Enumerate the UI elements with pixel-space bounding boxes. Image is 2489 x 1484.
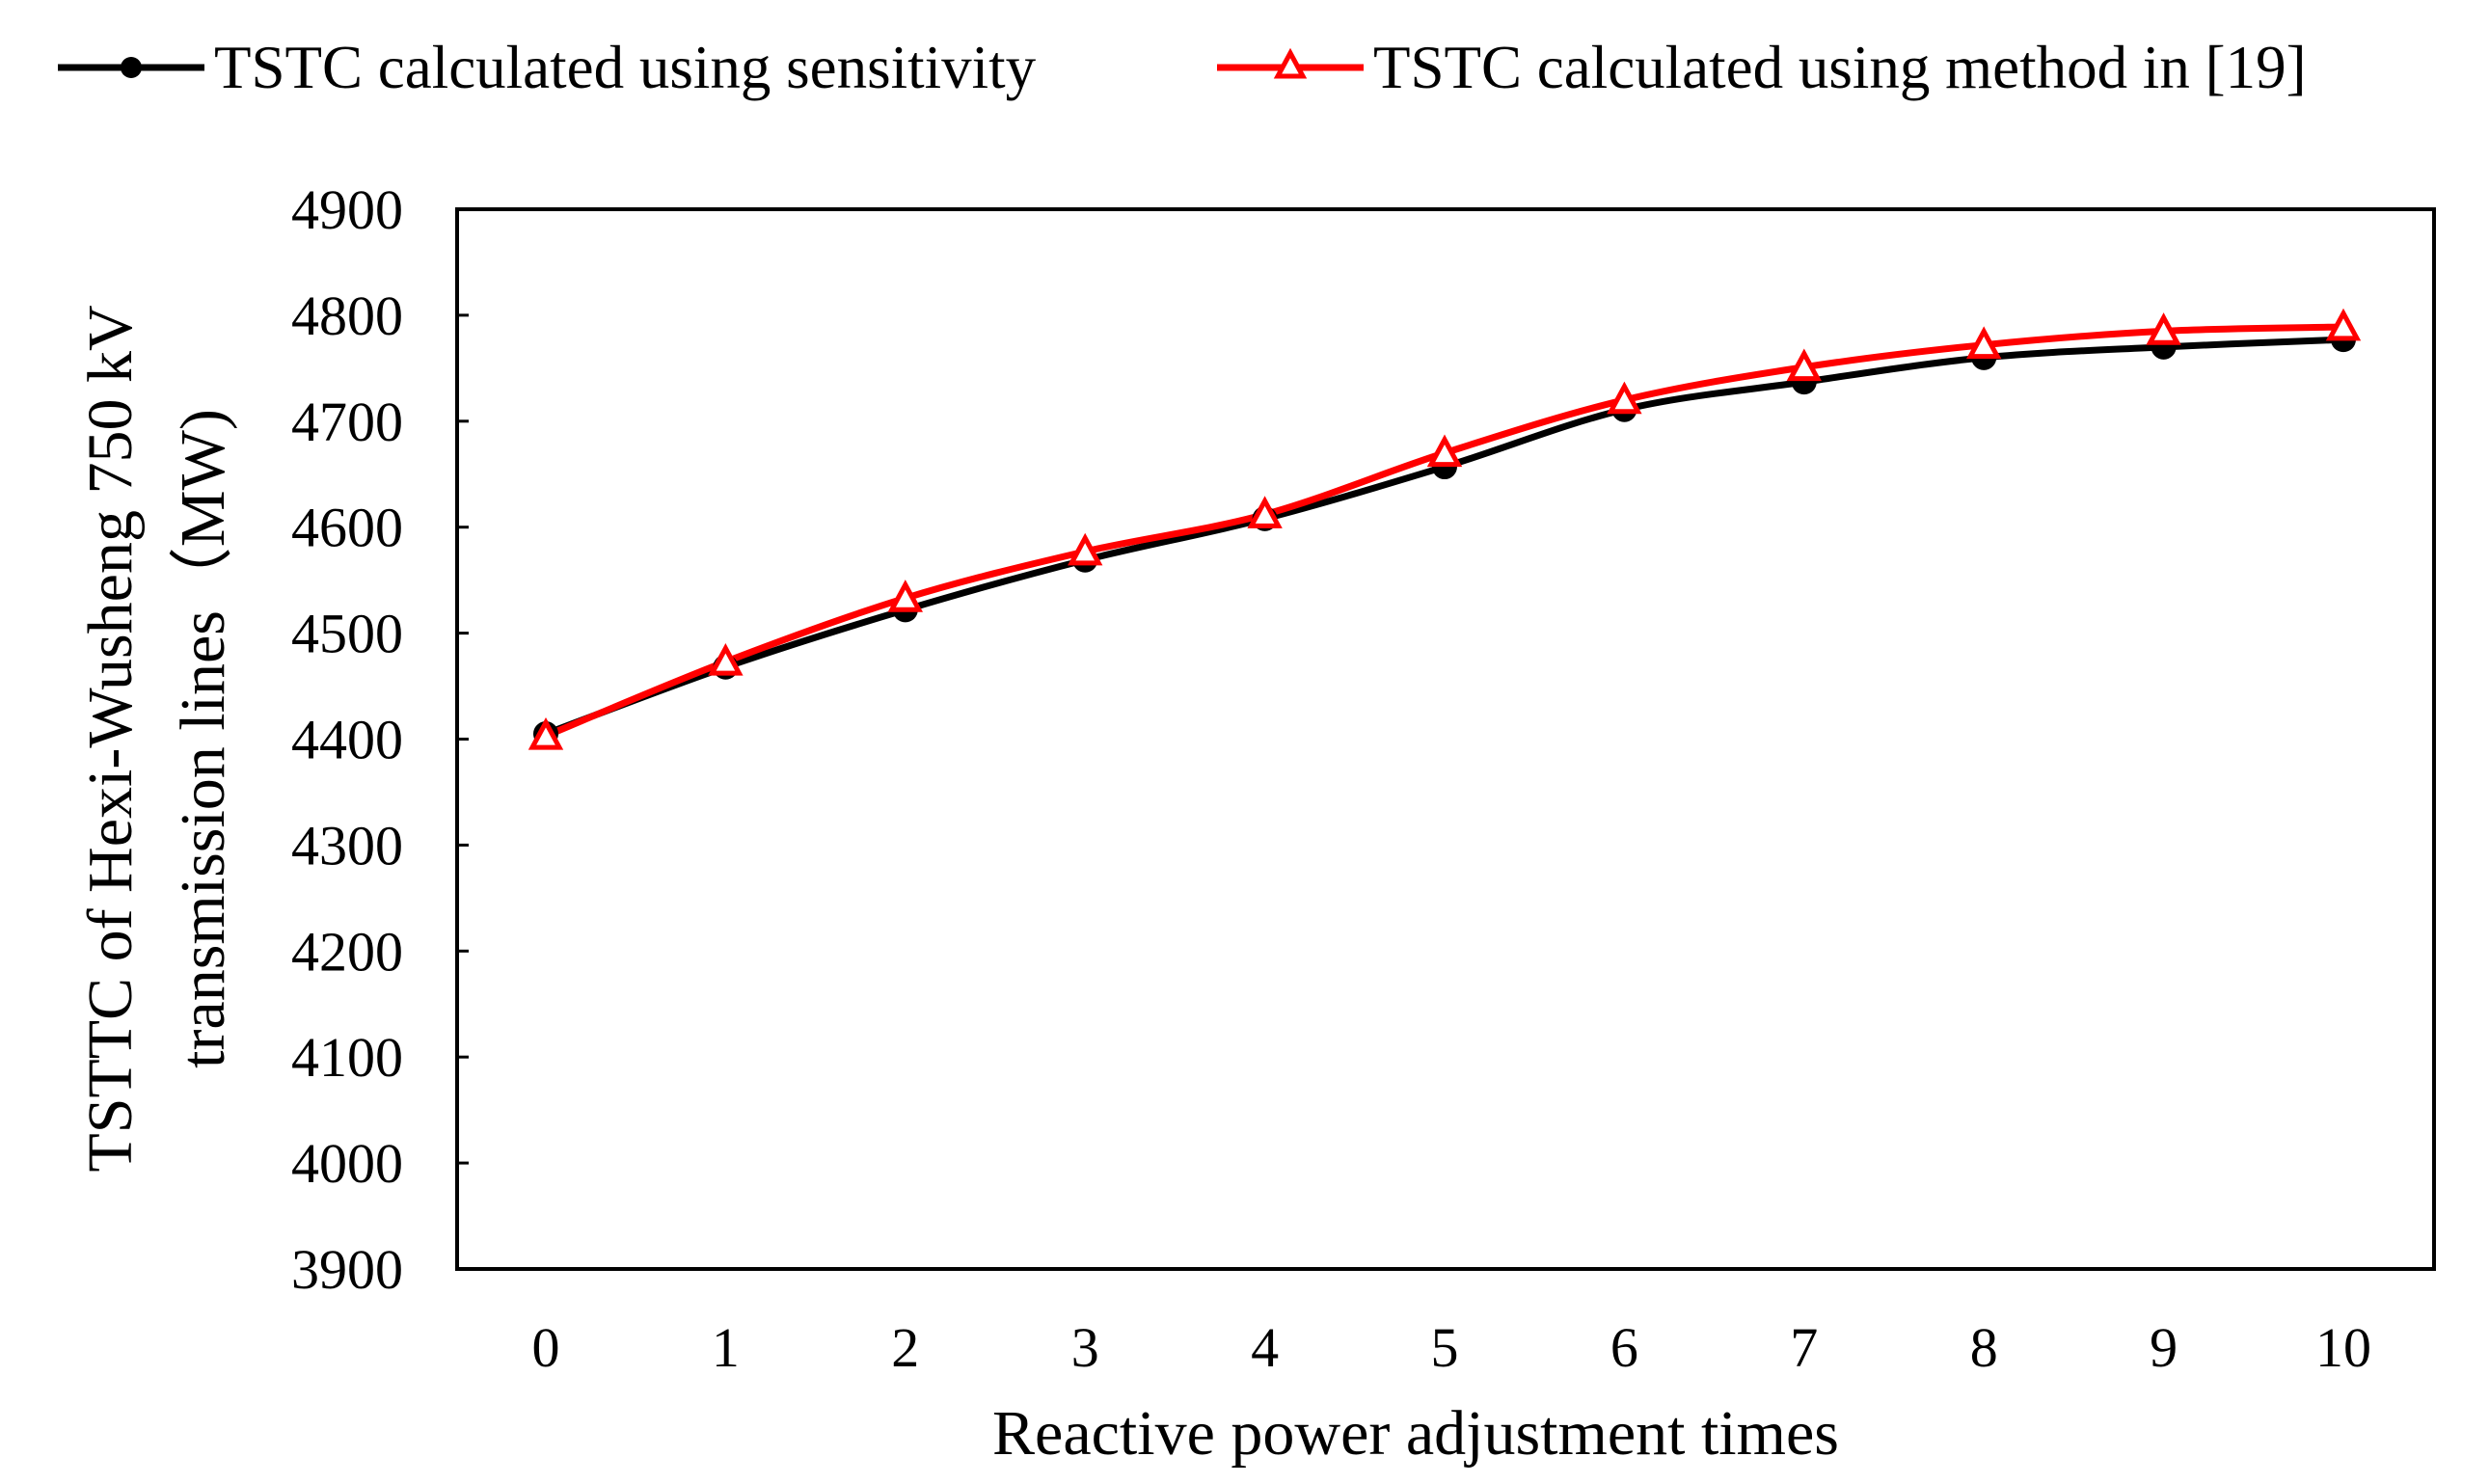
legend-label-method: TSTC calculated using method in [19] bbox=[1373, 34, 2307, 101]
y-axis-ticks: 3900 4000 4100 4200 4300 4400 4500 4600 4700 4800… bbox=[291, 178, 469, 1301]
x-axis-title: Reactive power adjustment times bbox=[992, 1398, 1839, 1469]
y-axis-title: TSTTC of Hexi-Wusheng 750 kV transmissio… bbox=[75, 305, 238, 1172]
x-tick-label: 2 bbox=[891, 1316, 919, 1379]
data-point-method bbox=[2146, 312, 2181, 345]
y-axis-title-line1: TSTTC of Hexi-Wusheng 750 kV bbox=[75, 305, 146, 1172]
legend-item-sensitivity: TSTC calculated using sensitivity bbox=[58, 34, 1037, 101]
y-tick-label: 4700 bbox=[291, 391, 403, 453]
series-layer bbox=[528, 308, 2362, 750]
y-tick-label: 4100 bbox=[291, 1026, 403, 1089]
y-tick-label: 4900 bbox=[291, 178, 403, 241]
x-tick-label: 9 bbox=[2150, 1316, 2178, 1379]
x-tick-label: 8 bbox=[1970, 1316, 1998, 1379]
y-tick-label: 4000 bbox=[291, 1132, 403, 1195]
data-point-method bbox=[1068, 532, 1103, 566]
legend: TSTC calculated using sensitivity TSTC c… bbox=[58, 34, 2307, 101]
legend-item-method: TSTC calculated using method in [19] bbox=[1217, 34, 2307, 101]
data-point-method bbox=[1607, 381, 1642, 415]
x-tick-label: 6 bbox=[1610, 1316, 1638, 1379]
legend-label-sensitivity: TSTC calculated using sensitivity bbox=[214, 34, 1037, 101]
y-tick-label: 4600 bbox=[291, 497, 403, 559]
x-tick-label: 3 bbox=[1071, 1316, 1099, 1379]
y-tick-label: 4400 bbox=[291, 709, 403, 771]
y-tick-label: 4500 bbox=[291, 603, 403, 665]
x-tick-label: 10 bbox=[2315, 1316, 2371, 1379]
data-point-method bbox=[1426, 434, 1463, 468]
x-tick-label: 7 bbox=[1790, 1316, 1818, 1379]
x-tick-label: 0 bbox=[532, 1316, 560, 1379]
legend-marker-sensitivity bbox=[121, 57, 142, 78]
y-tick-label: 4200 bbox=[291, 920, 403, 983]
y-axis-title-line2: transmission lines（MW) bbox=[168, 409, 238, 1068]
y-tick-label: 4800 bbox=[291, 284, 403, 347]
data-point-method bbox=[708, 643, 744, 676]
legend-marker-method bbox=[1273, 47, 1308, 79]
data-point-method bbox=[1966, 326, 2002, 360]
plot-area bbox=[455, 207, 2436, 1271]
data-point-method bbox=[528, 716, 564, 750]
data-point-method bbox=[1247, 496, 1283, 528]
y-tick-label: 4300 bbox=[291, 814, 403, 877]
x-tick-label: 5 bbox=[1431, 1316, 1459, 1379]
x-tick-label: 4 bbox=[1251, 1316, 1279, 1379]
x-tick-label: 1 bbox=[712, 1316, 740, 1379]
x-axis-ticks: 0 1 2 3 4 5 6 7 8 9 10 bbox=[532, 1316, 2372, 1379]
data-point-method bbox=[887, 580, 923, 612]
data-point-method bbox=[2325, 308, 2362, 341]
data-point-method bbox=[1786, 348, 1822, 382]
y-tick-label: 3900 bbox=[291, 1238, 403, 1301]
